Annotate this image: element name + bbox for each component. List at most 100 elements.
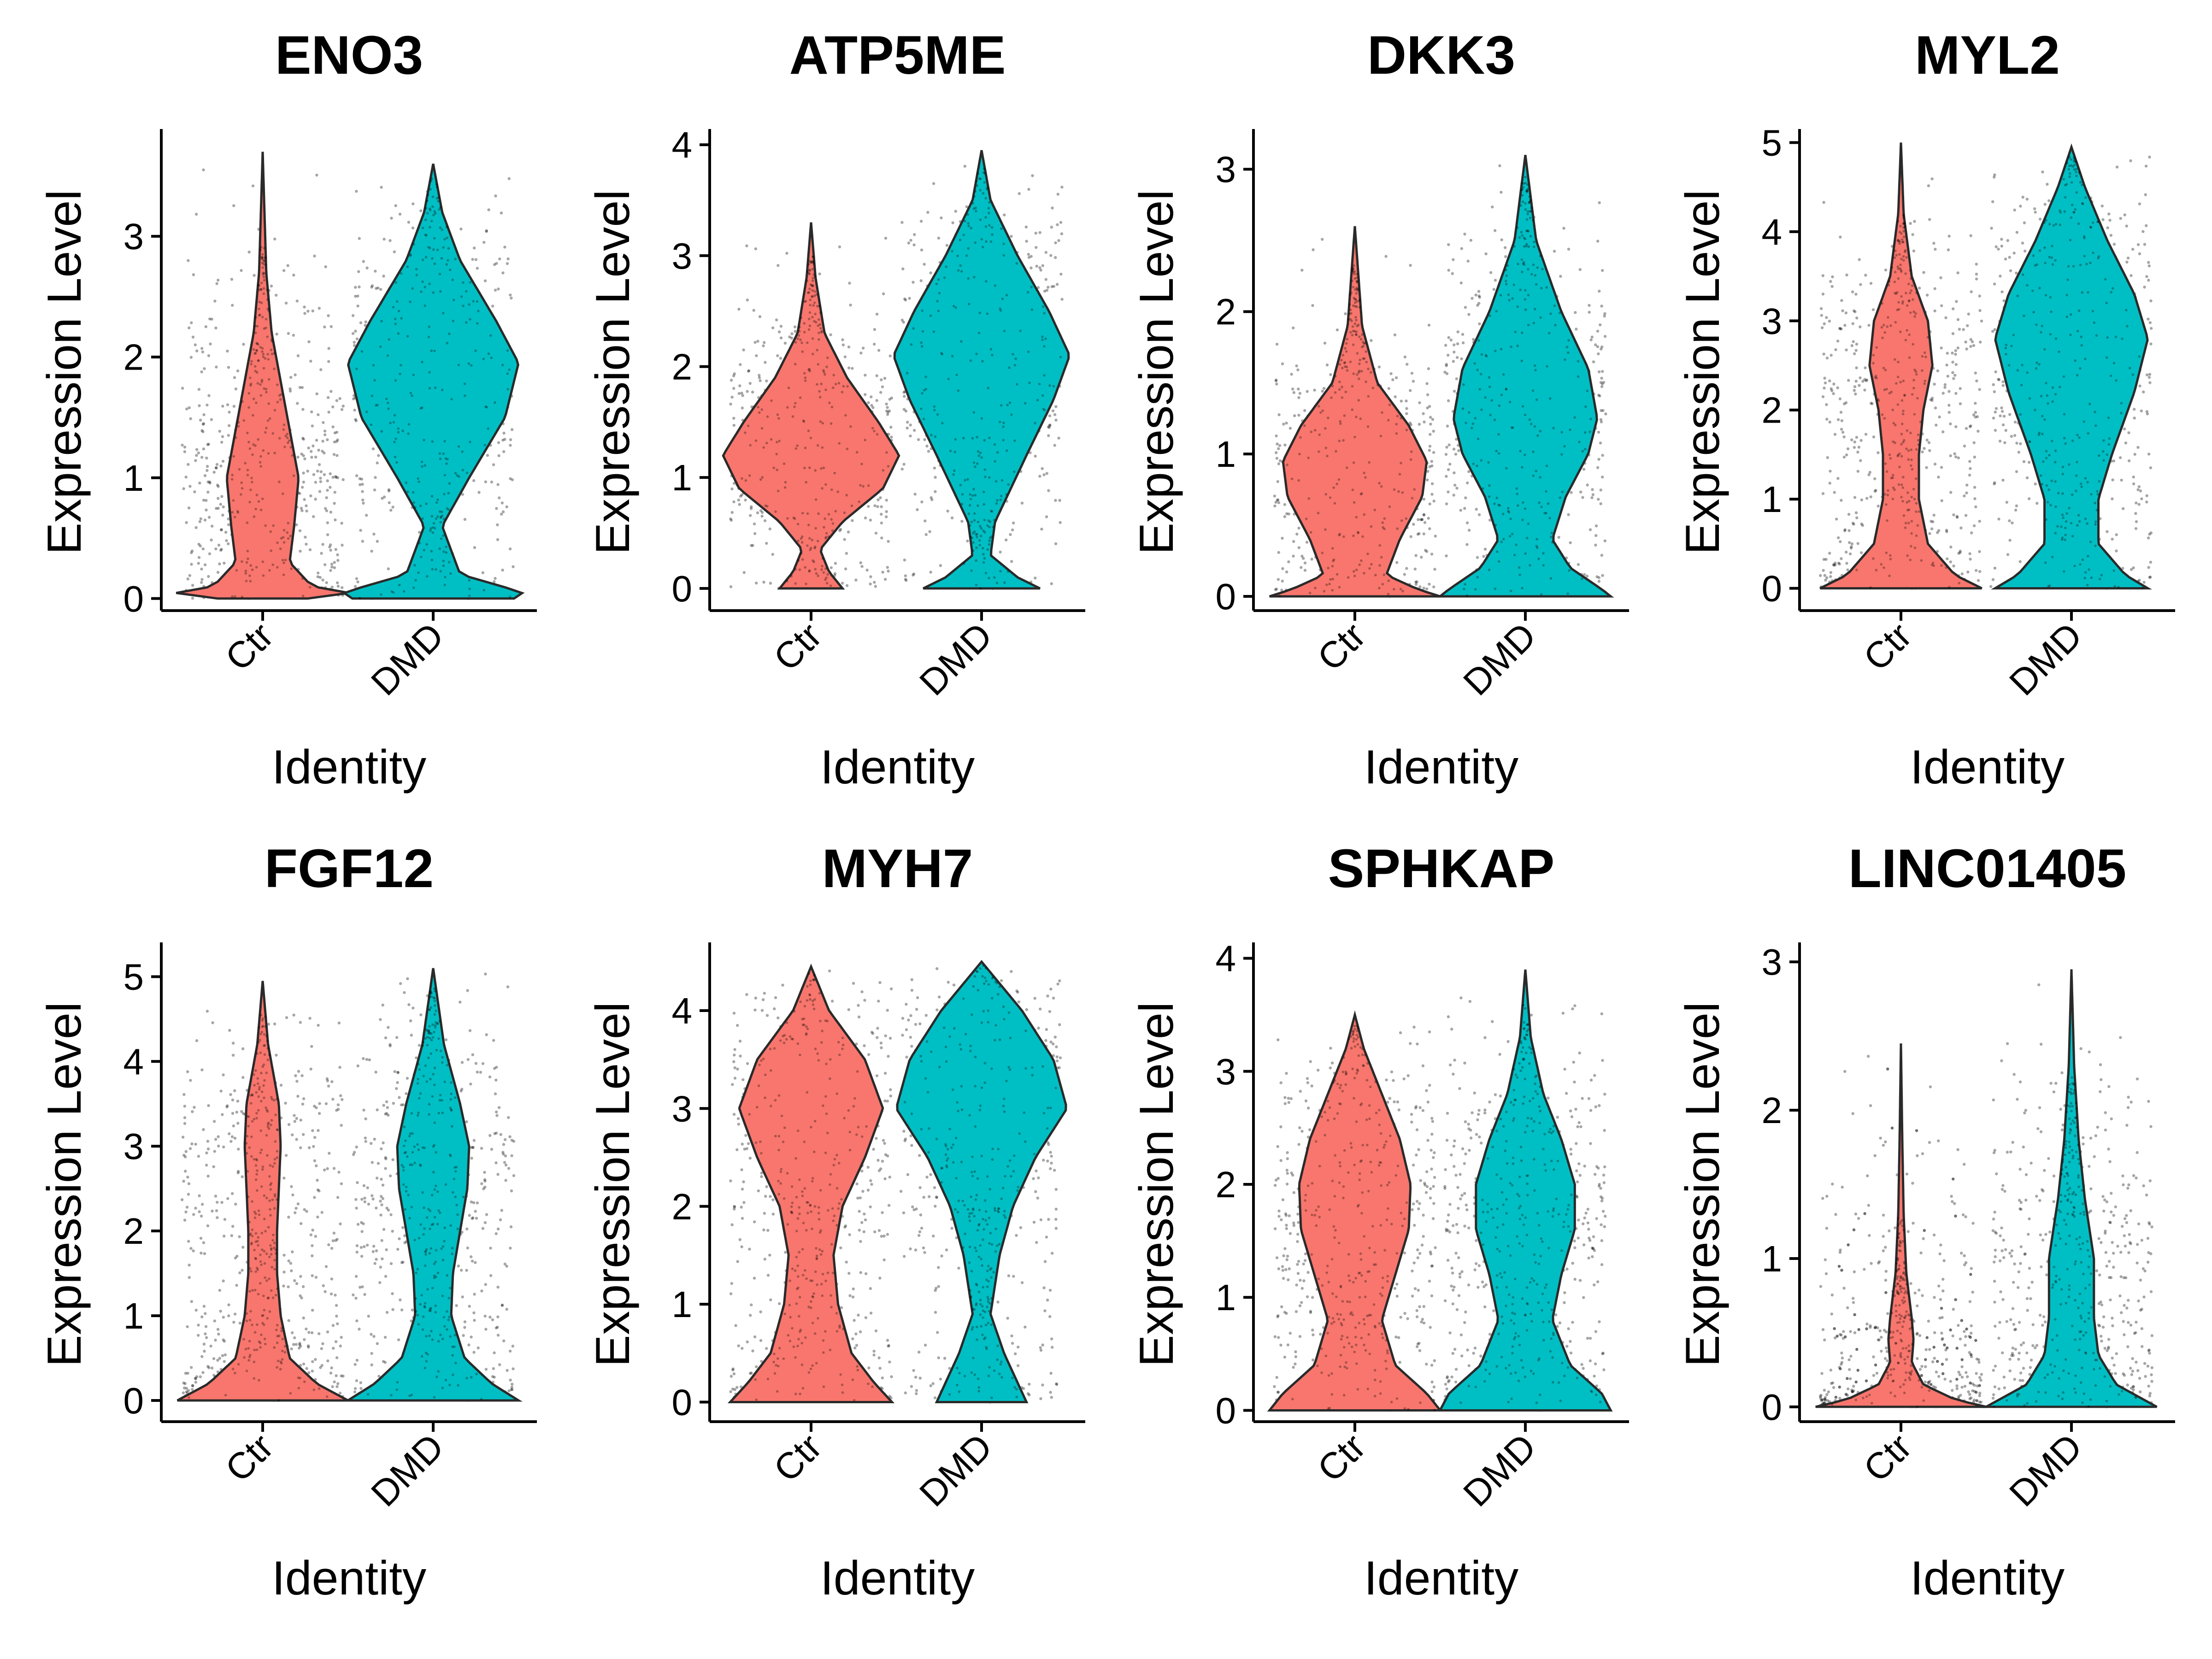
jitter-point: [255, 342, 258, 345]
jitter-point: [926, 211, 930, 214]
jitter-point: [190, 321, 193, 324]
jitter-point: [210, 538, 213, 542]
jitter-point: [1445, 372, 1449, 375]
jitter-point: [1391, 378, 1394, 382]
jitter-point: [255, 349, 258, 352]
jitter-point: [1819, 307, 1823, 310]
jitter-point: [1578, 268, 1582, 271]
jitter-point: [1367, 367, 1370, 371]
jitter-point: [1825, 576, 1829, 580]
jitter-point: [313, 254, 316, 258]
jitter-point: [306, 310, 310, 313]
jitter-point: [436, 498, 439, 501]
jitter-point: [843, 511, 846, 514]
jitter-point: [906, 426, 909, 429]
jitter-point: [1297, 479, 1300, 482]
jitter-point: [1504, 255, 1507, 258]
jitter-point: [990, 510, 993, 512]
jitter-point: [762, 581, 765, 584]
jitter-point: [1044, 251, 1047, 254]
x-axis-title: Identity: [1910, 741, 2065, 794]
jitter-point: [435, 197, 438, 200]
jitter-point: [220, 495, 224, 498]
jitter-point: [1414, 554, 1418, 557]
jitter-point: [426, 212, 429, 215]
jitter-point: [814, 568, 817, 571]
jitter-point: [255, 349, 258, 352]
jitter-point: [468, 303, 471, 306]
jitter-point: [282, 541, 286, 544]
jitter-point: [468, 579, 471, 582]
jitter-point: [1422, 513, 1426, 516]
jitter-point: [1038, 266, 1041, 270]
jitter-point: [790, 575, 793, 577]
jitter-point: [1020, 501, 1024, 505]
jitter-point: [199, 418, 202, 422]
jitter-point: [365, 410, 368, 413]
jitter-point: [508, 547, 512, 551]
jitter-point: [194, 212, 198, 216]
jitter-point: [777, 489, 780, 493]
jitter-point: [886, 413, 889, 416]
jitter-point: [376, 461, 379, 465]
jitter-point: [806, 271, 809, 273]
jitter-point: [1351, 385, 1354, 388]
jitter-point: [1855, 435, 1859, 439]
jitter-point: [200, 456, 204, 459]
jitter-point: [266, 307, 269, 310]
jitter-point: [1832, 392, 1835, 395]
jitter-point: [1836, 418, 1840, 421]
jitter-point: [1400, 462, 1402, 465]
jitter-point: [873, 429, 876, 433]
jitter-point: [1974, 505, 1977, 509]
jitter-point: [828, 401, 831, 405]
jitter-point: [1579, 490, 1583, 494]
jitter-point: [885, 499, 888, 502]
jitter-point: [873, 328, 877, 331]
jitter-point: [476, 322, 479, 325]
jitter-point: [753, 532, 757, 535]
jitter-point: [244, 572, 247, 575]
jitter-point: [980, 456, 983, 459]
jitter-point: [842, 385, 845, 388]
jitter-point: [506, 257, 510, 260]
jitter-point: [1013, 364, 1017, 367]
jitter-point: [1855, 342, 1859, 346]
jitter-point: [265, 326, 267, 329]
jitter-point: [1956, 271, 1959, 275]
jitter-point: [1281, 536, 1284, 540]
jitter-point: [452, 299, 455, 301]
jitter-point: [812, 353, 814, 355]
jitter-point: [302, 437, 305, 441]
jitter-point: [255, 494, 259, 496]
jitter-point: [1524, 182, 1527, 185]
jitter-point: [987, 519, 990, 522]
jitter-point: [1505, 388, 1508, 391]
jitter-point: [210, 418, 213, 421]
jitter-point: [975, 210, 977, 213]
jitter-point: [333, 440, 336, 444]
jitter-point: [436, 248, 439, 252]
jitter-point: [849, 303, 852, 307]
jitter-point: [1002, 425, 1005, 428]
jitter-point: [752, 309, 755, 312]
jitter-point: [1523, 245, 1526, 248]
jitter-point: [493, 263, 496, 266]
jitter-point: [1577, 375, 1580, 378]
violin-dmd: [1436, 154, 1614, 598]
jitter-point: [318, 463, 321, 466]
jitter-point: [441, 312, 445, 315]
jitter-point: [273, 409, 276, 412]
jitter-point: [1598, 289, 1601, 293]
jitter-point: [1599, 323, 1602, 327]
jitter-point: [250, 360, 253, 363]
jitter-point: [994, 480, 998, 483]
jitter-point: [1516, 504, 1519, 507]
jitter-point: [790, 332, 794, 335]
jitter-point: [814, 469, 817, 472]
jitter-point: [787, 386, 790, 389]
jitter-point: [848, 282, 851, 285]
jitter-point: [312, 515, 315, 518]
jitter-point: [495, 262, 498, 265]
jitter-point: [1356, 352, 1359, 355]
